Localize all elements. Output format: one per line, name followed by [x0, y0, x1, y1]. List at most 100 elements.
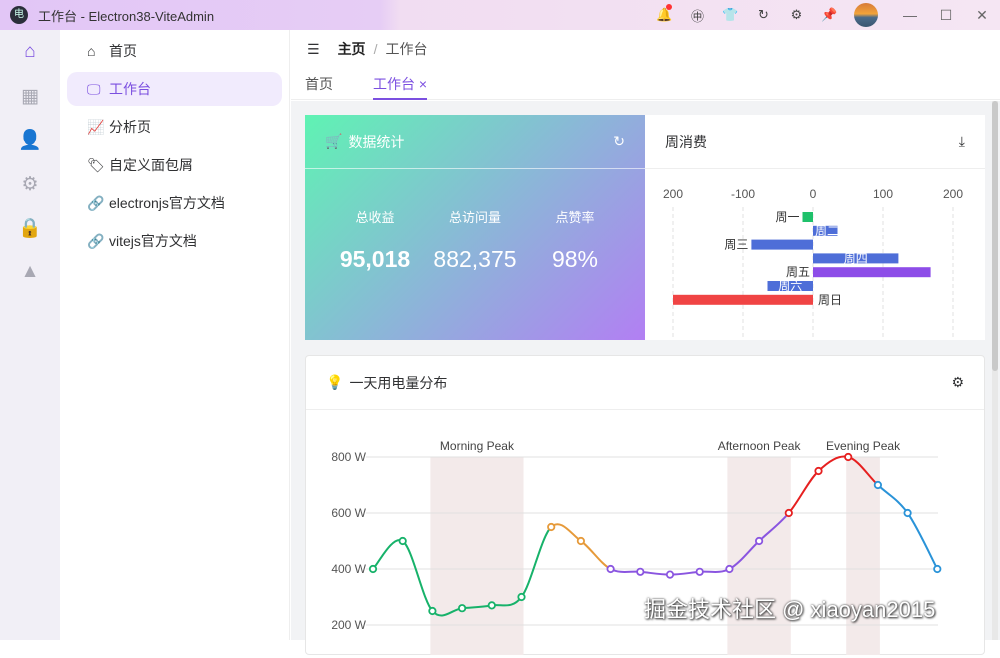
- menu-item-home[interactable]: ⌂ 首页: [67, 34, 282, 68]
- pin-icon[interactable]: 📌: [821, 7, 838, 22]
- user-icon[interactable]: 👤: [18, 130, 42, 151]
- bell-glyph: 🔔: [656, 7, 673, 22]
- bar-label: 周二: [815, 224, 839, 238]
- data-point: [725, 564, 734, 574]
- menu-item-vite-docs[interactable]: 🔗 vitejs官方文档: [67, 224, 282, 258]
- gear-icon[interactable]: ⚙: [951, 374, 964, 390]
- gear-icon[interactable]: ⚙: [790, 7, 803, 22]
- x-tick-label: 200: [663, 187, 683, 201]
- icon-rail: ⌂ ▦ 👤 ⚙ 🔒 ▲: [0, 30, 60, 640]
- data-point: [844, 452, 853, 462]
- chart-icon: 📈: [87, 118, 105, 135]
- tag-icon: 🏷: [87, 156, 105, 173]
- menu-label: 工作台: [109, 81, 151, 97]
- bar-label: 周三: [724, 238, 748, 252]
- bar: [813, 253, 899, 264]
- header: ☰ 主页 / 工作台 首页 工作台 ×: [291, 30, 1000, 100]
- data-point: [576, 536, 585, 546]
- line-segment: [788, 455, 879, 514]
- language-icon[interactable]: ㊥: [690, 8, 704, 24]
- stat-label: 总访问量: [448, 210, 501, 225]
- stats-title: 数据统计: [348, 133, 405, 150]
- minimize-button[interactable]: —: [903, 7, 917, 23]
- menu-item-analysis[interactable]: 📈 分析页: [67, 110, 282, 144]
- x-tick-label: 0: [810, 187, 817, 201]
- menu-label: 分析页: [109, 119, 151, 135]
- avatar[interactable]: [854, 3, 878, 27]
- app-logo: 电: [10, 6, 28, 24]
- lock-icon[interactable]: 🔒: [18, 218, 42, 239]
- mark-area: [727, 457, 791, 657]
- collapse-menu-icon[interactable]: ☰: [307, 40, 320, 57]
- bell-icon[interactable]: 🔔: [648, 4, 681, 23]
- data-point: [636, 567, 645, 576]
- data-point: [903, 508, 912, 518]
- close-icon[interactable]: ×: [418, 76, 428, 92]
- stat-label: 总收益: [355, 210, 395, 225]
- stat-value: 882,375: [433, 246, 517, 272]
- home-icon[interactable]: ⌂: [24, 41, 36, 62]
- home-icon: ⌂: [87, 43, 96, 59]
- mark-area: [846, 457, 880, 657]
- scrollbar-thumb[interactable]: [992, 101, 998, 371]
- side-menu: ⌂ 首页 🖵 工作台 📈 分析页 🏷 自定义面包屑 🔗 electronjs官方文档 🔗 v…: [60, 30, 290, 640]
- notification-dot: [666, 4, 672, 10]
- bar: [802, 212, 813, 222]
- bulb-icon: 💡: [326, 374, 344, 390]
- y-tick-label: 400 W: [331, 562, 366, 576]
- mark-area: [430, 457, 524, 657]
- menu-label: 自定义面包屑: [109, 157, 193, 173]
- power-line-chart: Morning Peak Afternoon Peak Evening Peak 80…: [331, 439, 942, 657]
- refresh-icon[interactable]: ↻: [613, 133, 625, 149]
- data-point: [754, 536, 764, 546]
- menu-item-breadcrumb[interactable]: 🏷 自定义面包屑: [67, 148, 282, 182]
- data-point: [398, 536, 407, 546]
- y-tick-label: 800 W: [331, 450, 366, 464]
- maximize-button[interactable]: ☐: [939, 6, 953, 23]
- stat-value: 95,018: [339, 246, 411, 272]
- warning-icon[interactable]: ▲: [20, 261, 40, 282]
- bar-label: 周日: [818, 293, 842, 307]
- stat-like-rate: 点赞率 98%: [520, 207, 630, 273]
- data-point: [428, 606, 437, 616]
- gear-icon[interactable]: ⚙: [21, 173, 39, 195]
- bar: [813, 267, 931, 278]
- grid-icon[interactable]: ▦: [21, 85, 39, 107]
- stat-visits: 总访问量 882,375: [420, 207, 530, 273]
- bar: [767, 281, 813, 291]
- tab-bar: 首页 工作台 ×: [305, 74, 428, 100]
- power-title: 一天用电量分布: [349, 374, 448, 391]
- close-button[interactable]: ✕: [976, 6, 988, 23]
- main-content: 🛒 数据统计 ↻ 总收益 95,018 总访问量 882,375 点赞率 98% 周消费 ⤓…: [291, 101, 1000, 657]
- scrollbar[interactable]: [992, 101, 998, 640]
- breadcrumb-separator: /: [373, 41, 378, 57]
- weekly-spend-card: 周消费 ⤓ 200 -100 0 100 200 周一 周二 周三 周四 周五 周六 周日: [645, 115, 985, 340]
- data-point: [665, 570, 675, 579]
- menu-item-workbench[interactable]: 🖵 工作台: [67, 72, 282, 106]
- power-card: 💡 一天用电量分布 ⚙ Morning Peak Afternoon Peak Even…: [305, 355, 985, 657]
- tab-workbench[interactable]: 工作台 ×: [373, 74, 428, 100]
- bar-label: 周五: [786, 265, 810, 279]
- stat-label: 点赞率: [555, 210, 595, 225]
- breadcrumb: ☰ 主页 / 工作台: [307, 39, 427, 59]
- mark-area-label: Afternoon Peak: [718, 439, 802, 453]
- bar: [813, 225, 838, 236]
- title-bar: 电 工作台 - Electron38-ViteAdmin 🔔 ㊥ 👕 ↻ ⚙ 📌…: [0, 0, 1000, 30]
- data-point: [547, 522, 556, 532]
- stat-revenue: 总收益 95,018: [320, 207, 430, 273]
- data-point: [814, 466, 823, 476]
- menu-item-electron-docs[interactable]: 🔗 electronjs官方文档: [67, 186, 282, 220]
- x-tick-label: 200: [943, 187, 963, 201]
- tab-home[interactable]: 首页: [305, 76, 333, 92]
- menu-label: 首页: [109, 43, 137, 59]
- download-icon[interactable]: ⤓: [958, 133, 965, 149]
- breadcrumb-root[interactable]: 主页: [337, 41, 366, 57]
- refresh-icon[interactable]: ↻: [758, 7, 769, 22]
- data-point: [368, 564, 378, 574]
- x-tick-label: -100: [731, 187, 755, 201]
- bar: [751, 239, 813, 250]
- watermark: 掘金技术社区 @ xiaoyan2015: [644, 597, 936, 622]
- menu-label: electronjs官方文档: [109, 195, 225, 211]
- skin-icon[interactable]: 👕: [722, 7, 739, 22]
